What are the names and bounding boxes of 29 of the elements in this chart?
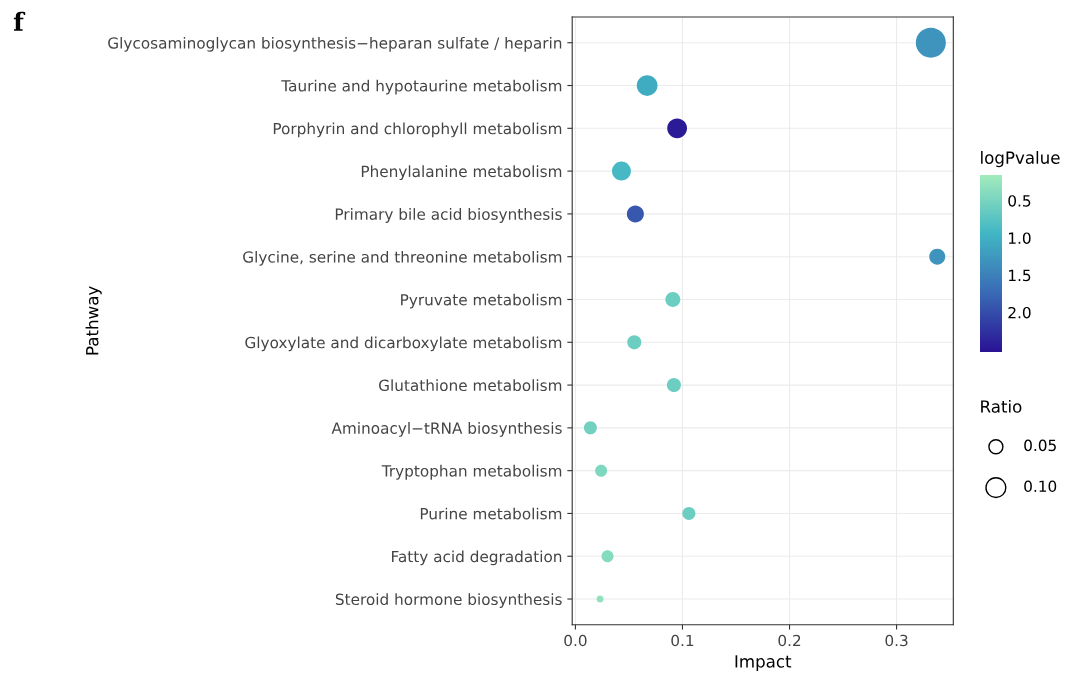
y-axis-title: Pathway: [85, 286, 102, 355]
y-tick-label: Primary bile acid biosynthesis: [335, 208, 562, 223]
y-tick-label: Fatty acid degradation: [392, 550, 562, 566]
color-bar-label: 2.0: [1008, 306, 1031, 319]
x-axis-title: Impact: [735, 655, 792, 671]
color-bar-label: 1.0: [1009, 232, 1031, 244]
color-bar-label: 1.5: [1009, 269, 1031, 282]
text: f: [13, 11, 26, 31]
x-tick-label: 0.2: [778, 634, 801, 647]
x-tick-label: 0.0: [564, 634, 587, 647]
legend-title: Ratio: [981, 399, 1022, 413]
y-tick-label: Porphyrin and chlorophyll metabolism: [273, 122, 562, 138]
y-tick-label: Glycosaminoglycan biosynthesis−heparan sulfate / heparin: [108, 36, 562, 52]
y-tick-label: Steroid hormone biosynthesis: [335, 593, 562, 609]
y-tick-label: Taurine and hypotaurine metabolism: [281, 79, 562, 95]
legend-label: 0.05: [1024, 439, 1056, 452]
x-tick-label: 0.3: [885, 634, 908, 647]
x-tick-label: 0.1: [671, 634, 694, 647]
y-tick-label: Purine metabolism: [420, 507, 562, 520]
y-tick-label: Aminoacyl−tRNA biosynthesis: [331, 422, 562, 437]
y-tick-label: Glutathione metabolism: [379, 379, 562, 392]
y-tick-label: Tryptophan metabolism: [381, 464, 562, 480]
color-bar-label: 0.5: [1008, 195, 1031, 207]
y-tick-label: Glycine, serine and threonine metabolism: [243, 250, 562, 266]
y-tick-label: Pyruvate metabolism: [401, 293, 562, 309]
color-bar-title: logPvalue: [981, 151, 1060, 168]
y-tick-label: Glyoxylate and dicarboxylate metabolism: [245, 336, 562, 352]
y-tick-label: Phenylalanine metabolism: [361, 165, 562, 181]
legend-label: 0.10: [1024, 480, 1057, 493]
